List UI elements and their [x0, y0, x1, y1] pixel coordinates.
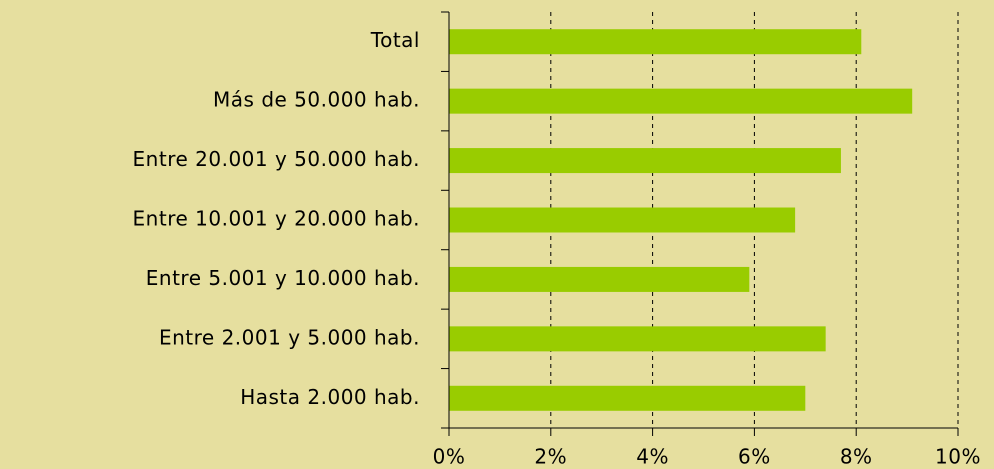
y-tick-label: Entre 2.001 y 5.000 hab.	[159, 325, 420, 349]
y-tick-label: Más de 50.000 hab.	[213, 88, 420, 112]
bar	[449, 266, 750, 292]
y-tick-label: Entre 5.001 y 10.000 hab.	[146, 266, 420, 290]
y-tick-label: Entre 10.001 y 20.000 hab.	[133, 207, 420, 231]
bar	[449, 326, 826, 352]
y-tick-label: Entre 20.001 y 50.000 hab.	[133, 147, 420, 171]
bar	[449, 385, 806, 411]
bar	[449, 207, 796, 233]
y-tick-label: Hasta 2.000 hab.	[240, 385, 420, 409]
x-tick-label: 10%	[935, 445, 981, 469]
y-tick-label: Total	[370, 28, 420, 52]
x-tick-label: 6%	[738, 445, 771, 469]
bar	[449, 148, 841, 174]
x-tick-label: 4%	[636, 445, 669, 469]
bar	[449, 29, 862, 55]
x-tick-label: 2%	[534, 445, 567, 469]
bar	[449, 88, 913, 114]
x-tick-label: 8%	[840, 445, 873, 469]
x-tick-label: 0%	[433, 445, 466, 469]
